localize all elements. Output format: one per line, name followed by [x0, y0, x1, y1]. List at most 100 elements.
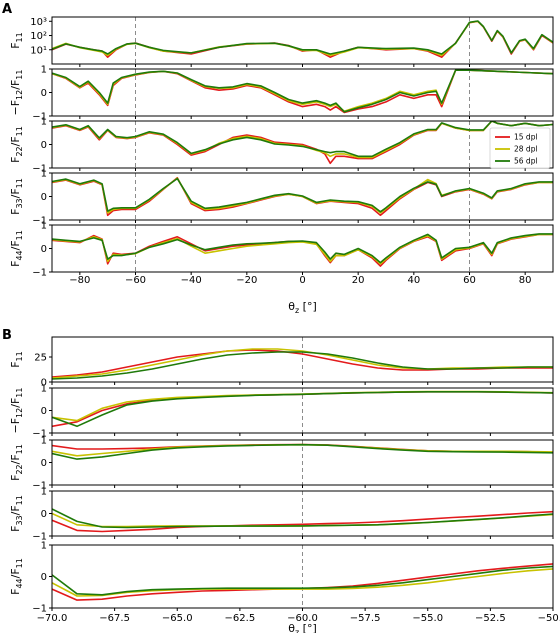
panel-b-row-3: −1 0 1: [32, 436, 554, 492]
panel-b-row-5-ytick-label-1: −1: [32, 604, 47, 615]
panel-b-xtick-label-7: −55.0: [412, 613, 443, 624]
panel-b-row-4-ytick-label-3: 1: [41, 487, 47, 498]
panel-a-row-3-ylabel: F22/F11: [9, 126, 24, 163]
panel-a-row-5-ytick-label-3: 1: [41, 221, 47, 232]
panel-a-row-1-ytick-label-1: 10¹: [30, 45, 47, 56]
panel-b-row-5-ytick-label-2: 0: [41, 572, 47, 583]
panel-b-row-1-ytick-label-1: 0: [41, 378, 47, 389]
panel-b-row-1-ylabel: F11: [9, 351, 24, 368]
panel-b-row-5-ytick-label-3: 1: [41, 541, 47, 552]
panel-a-xlabel: θz [°]: [288, 300, 317, 315]
panel-b-row-1-series-group: [52, 348, 553, 380]
panel-a-row-4-ylabel: F33/F11: [9, 178, 24, 215]
panel-a-row-4-ytick-label-2: 0: [41, 192, 47, 203]
panel-a-row-1-ytick-label-2: 10²: [30, 31, 47, 42]
panel-b-row-2: −1 0 1: [32, 384, 554, 440]
panel-b-row-4-ytick-label-2: 0: [41, 509, 47, 520]
panel-a-row-4-series-group: [52, 176, 553, 217]
panel-b-row-3-ytick-label-2: 0: [41, 458, 47, 469]
panel-a-xtick-label-3: −40: [181, 275, 202, 286]
panel-b-xtick-label-9: −50.0: [538, 613, 560, 624]
panel-a-row-3-series-15-dpl: [52, 121, 553, 165]
panel-a-row-4-ytick-label-3: 1: [41, 169, 47, 180]
panel-b-row-4-series-group: [52, 508, 553, 533]
panel-a-row-5-series-group: [52, 233, 553, 267]
panel-b-xtick-label-3: −65.0: [162, 613, 193, 624]
panel-b-row-1: 0 25: [34, 336, 554, 389]
panel-b-row-4-ylabel: F33/F11: [9, 495, 24, 532]
panel-b-row-3-series-group: [52, 443, 553, 460]
panel-b-xtick-label-2: −67.5: [99, 613, 130, 624]
panel-a-row-2: −1 0 1: [32, 65, 554, 123]
panel-b-row-2-ytick-label-1: −1: [32, 429, 47, 440]
panel-a-row-3-series-group: [52, 121, 553, 165]
panel-a-row-5-ytick-label-1: −1: [32, 268, 47, 279]
panel-b-row-3-ylabel: F22/F11: [9, 444, 24, 481]
panel-b-row-3-ytick-label-3: 1: [41, 436, 47, 447]
legend: 15 dpl 28 dpl 56 dpl: [489, 127, 551, 169]
panel-a-row-5-series-28-dpl: [52, 233, 553, 265]
panel-b-row-5-series-56-dpl: [52, 565, 553, 596]
panel-b-row-1-series-56-dpl: [52, 351, 553, 380]
panel-b-xtick-label-8: −52.5: [475, 613, 506, 624]
panel-a-row-1: 10¹ 10² 10³: [30, 16, 554, 67]
panel-a-xtick-label-2: −60: [125, 275, 146, 286]
panel-a-xtick-label-7: 40: [407, 275, 420, 286]
panel-a-row-1-ylabel: F11: [9, 32, 24, 49]
panel-label-a: A: [2, 2, 12, 17]
panel-a-row-5-ytick-label-2: 0: [41, 244, 47, 255]
panel-a-row-3-ytick-label-1: −1: [32, 164, 47, 175]
panel-a-row-2-ytick-label-3: 1: [41, 65, 47, 76]
panel-b-row-2-ytick-label-3: 1: [41, 384, 47, 395]
panel-a-row-5-frame: [51, 224, 554, 273]
panel-a-row-4-ytick-label-1: −1: [32, 216, 47, 227]
panel-b-row-5-ylabel: F44/F11: [9, 558, 24, 595]
panel-a-row-5: −1 0 1 −80 −60 −40 −20 0 20 40 60 80: [32, 221, 554, 286]
panel-b-xlabel: θz [°]: [288, 622, 317, 633]
panel-a-xtick-label-4: −20: [236, 275, 257, 286]
panel-b-row-2-ytick-label-2: 0: [41, 406, 47, 417]
panel-a-row-4: −1 0 1: [32, 169, 554, 227]
panel-a-row-2-ytick-label-1: −1: [32, 112, 47, 123]
panel-a-row-3-ytick-label-3: 1: [41, 117, 47, 128]
panel-a-row-1-frame: [51, 16, 554, 65]
panel-b-xtick-label-4: −62.5: [225, 613, 256, 624]
panel-a-row-2-series-group: [52, 69, 553, 114]
legend-label-28-dpl: 28 dpl: [514, 145, 538, 154]
panel-b-row-4: −1 0 1: [32, 487, 554, 543]
panel-a-xtick-label-1: −80: [69, 275, 90, 286]
panel-a-row-1-ytick-label-3: 10³: [30, 17, 47, 28]
panel-b-row-3-ytick-label-1: −1: [32, 481, 47, 492]
panel-a-row-5-ylabel: F44/F11: [9, 230, 24, 267]
panel-a-row-5-series-15-dpl: [52, 233, 553, 267]
panel-a-row-3: −1 0 1: [32, 117, 554, 175]
panel-a-row-5-series-56-dpl: [52, 233, 553, 264]
panel-a-row-1-series-15-dpl: [52, 20, 553, 58]
panel-b-xtick-label-5: −60.0: [287, 613, 318, 624]
legend-label-15-dpl: 15 dpl: [514, 133, 538, 142]
panel-b-row-4-ytick-label-1: −1: [32, 532, 47, 543]
panel-a-row-3-ytick-label-2: 0: [41, 140, 47, 151]
panel-b-row-2-series-56-dpl: [52, 391, 553, 428]
legend-box: [489, 127, 551, 169]
panel-b-row-3-series-56-dpl: [52, 443, 553, 460]
legend-label-56-dpl: 56 dpl: [514, 157, 538, 166]
panel-label-b: B: [2, 328, 12, 343]
panel-b-row-4-series-56-dpl: [52, 508, 553, 529]
panel-b-xtick-label-6: −57.5: [350, 613, 381, 624]
panel-b-row-4-series-15-dpl: [52, 510, 553, 533]
panel-b-row-5: −1 0 1 −70.0 −67.5 −65.0 −62.5 −60.0 −57.5 −55.0 −…: [32, 541, 560, 625]
panel-a-row-2-series-56-dpl: [52, 69, 553, 113]
panel-b-row-2-ylabel: −F12/F11: [9, 388, 24, 434]
panel-a-row-3-series-56-dpl: [52, 121, 553, 158]
panel-b-row-5-series-group: [52, 563, 553, 601]
panel-a-xtick-label-6: 20: [352, 275, 365, 286]
panel-a-row-4-series-56-dpl: [52, 177, 553, 213]
panel-a-xtick-label-9: 80: [519, 275, 532, 286]
panel-b-row-1-ytick-label-2: 25: [34, 353, 47, 364]
panel-a-xtick-label-8: 60: [463, 275, 476, 286]
panel-a-xtick-label-5: 0: [299, 275, 305, 286]
panel-a-row-1-series-56-dpl: [52, 20, 553, 55]
panel-a-row-1-series-group: [52, 20, 553, 58]
